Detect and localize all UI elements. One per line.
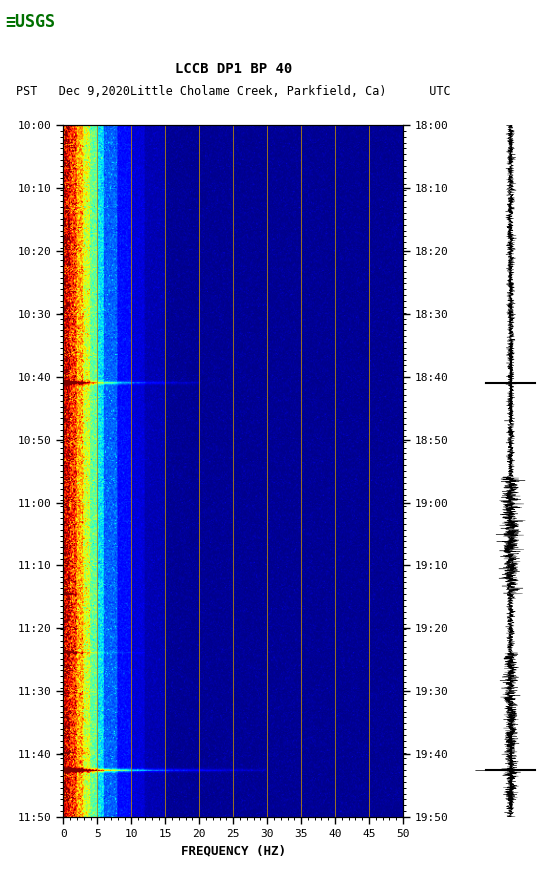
Text: LCCB DP1 BP 40: LCCB DP1 BP 40 [174, 62, 292, 76]
Text: PST   Dec 9,2020Little Cholame Creek, Parkfield, Ca)      UTC: PST Dec 9,2020Little Cholame Creek, Park… [16, 85, 450, 98]
Text: ≡USGS: ≡USGS [6, 13, 56, 31]
X-axis label: FREQUENCY (HZ): FREQUENCY (HZ) [181, 845, 286, 857]
